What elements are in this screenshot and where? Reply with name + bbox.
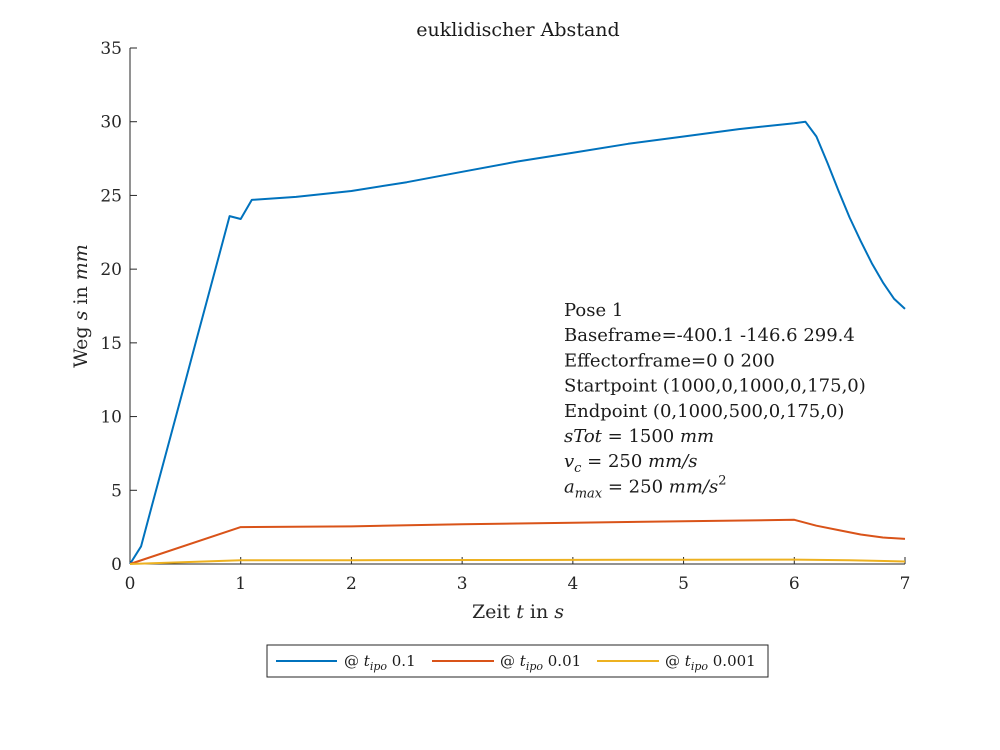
x-tick-label: 1	[235, 574, 246, 594]
y-axis-label-var: s	[70, 310, 92, 320]
annotation-unit-sup: 2	[718, 473, 726, 488]
y-tick-label: 0	[111, 555, 122, 575]
x-axis-label-unit: s	[554, 601, 564, 623]
annotation-unit: mm	[680, 426, 714, 447]
legend-sub: ipo	[370, 660, 388, 673]
annotation-line-2: Baseframe=-400.1 -146.6 299.4	[564, 325, 855, 346]
y-tick-label: 10	[100, 408, 122, 428]
annotation-sub: c	[574, 461, 582, 476]
x-axis-label-post: in	[524, 601, 554, 623]
y-tick-label: 25	[100, 186, 122, 206]
annotation-box: Pose 1 Baseframe=-400.1 -146.6 299.4 Effec…	[564, 300, 866, 501]
x-axis-label-pre: Zeit	[472, 601, 516, 623]
x-axis-label-var: t	[516, 601, 524, 623]
legend-var: t	[685, 652, 692, 670]
legend-sub: ipo	[526, 660, 544, 673]
annotation-line-5: Endpoint (0,1000,500,0,175,0)	[564, 401, 844, 422]
annotation-var: a	[564, 476, 575, 497]
legend-var: t	[364, 652, 371, 670]
annotation-var: sTot	[564, 426, 603, 447]
annotation-line-1: Pose 1	[564, 300, 623, 321]
legend-label-3: @ tipo 0.001	[665, 652, 756, 673]
legend-prefix: @	[344, 652, 364, 670]
series-line-2	[129, 518, 906, 565]
annotation-line-8: amax = 250 mm/s2	[564, 473, 727, 501]
y-tick-label: 20	[100, 260, 122, 280]
series-layer	[129, 120, 906, 565]
annotation-var: v	[564, 451, 574, 472]
annotation-line-7: vc = 250 mm/s	[564, 451, 698, 476]
series-line-1	[129, 120, 906, 565]
annotation-eq: = 250	[602, 476, 669, 497]
legend-suffix: 0.01	[543, 652, 581, 670]
chart-title: euklidischer Abstand	[416, 19, 619, 41]
legend-label-2: @ tipo 0.01	[500, 652, 581, 673]
x-tick-label: 0	[125, 574, 136, 594]
y-axis-label: Weg s in mm	[70, 244, 92, 368]
annotation-eq: = 1500	[602, 426, 680, 447]
legend-prefix: @	[665, 652, 685, 670]
y-tick-label: 35	[100, 39, 122, 59]
y-tick-label: 30	[100, 113, 122, 133]
legend: @ tipo 0.1 @ tipo 0.01 @ tipo 0.001	[266, 644, 769, 678]
y-axis-label-post: in	[70, 280, 92, 310]
x-tick-label: 3	[457, 574, 468, 594]
annotation-line-4: Startpoint (1000,0,1000,0,175,0)	[564, 376, 866, 397]
legend-sub: ipo	[691, 660, 709, 673]
x-tick-label: 6	[789, 574, 800, 594]
y-axis-label-unit: mm	[70, 244, 92, 280]
tick-labels: 0 1 2 3 4 5 6 7 0 5 10 15 20 25 30 35	[100, 39, 910, 594]
annotation-eq: = 250	[581, 451, 648, 472]
annotation-line-6: sTot = 1500 mm	[564, 426, 714, 447]
x-tick-label: 2	[346, 574, 357, 594]
annotation-sub: max	[575, 486, 603, 501]
legend-box	[266, 644, 769, 678]
y-axis-label-pre: Weg	[70, 320, 92, 367]
y-tick-label: 5	[111, 481, 122, 501]
series-line-3	[129, 558, 906, 565]
legend-var: t	[520, 652, 527, 670]
legend-suffix: 0.001	[708, 652, 756, 670]
legend-label-1: @ tipo 0.1	[344, 652, 416, 673]
legend-suffix: 0.1	[387, 652, 416, 670]
y-tick-label: 15	[100, 334, 122, 354]
x-tick-label: 5	[678, 574, 689, 594]
legend-prefix: @	[500, 652, 520, 670]
annotation-unit: mm/s	[669, 476, 718, 497]
annotation-unit: mm/s	[648, 451, 697, 472]
axes	[129, 47, 906, 565]
x-tick-label: 4	[567, 574, 578, 594]
x-tick-label: 7	[900, 574, 911, 594]
x-axis-label: Zeit t in s	[472, 601, 564, 623]
annotation-line-3: Effectorframe=0 0 200	[564, 350, 775, 371]
